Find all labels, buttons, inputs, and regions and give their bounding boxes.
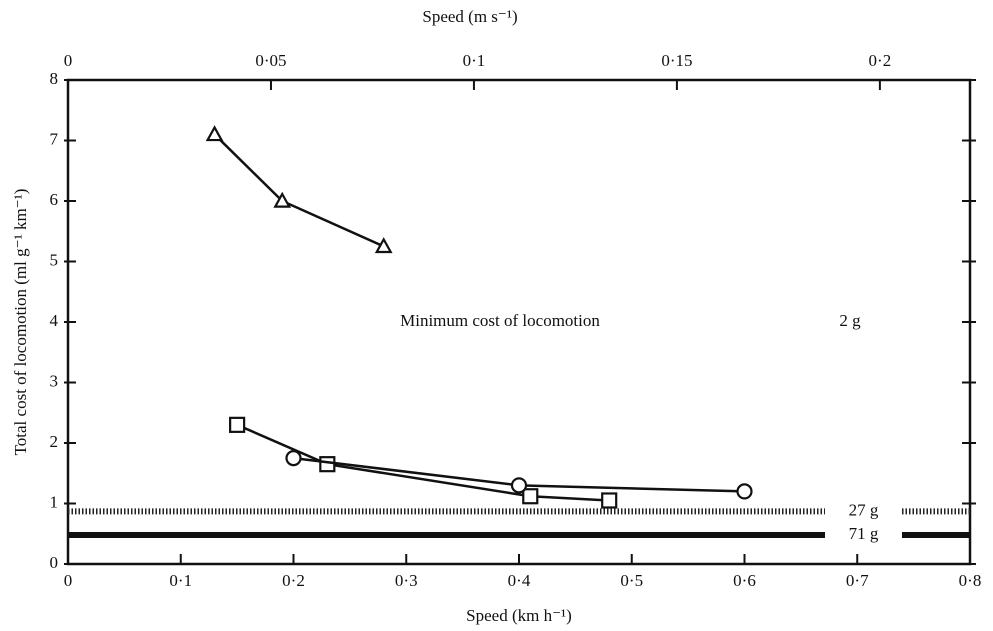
reference-label: 27 g (849, 500, 879, 519)
annotation: Minimum cost of locomotion (400, 311, 600, 330)
y-tick-label: 2 (50, 432, 59, 451)
x-tick-label: 0·4 (508, 571, 531, 590)
x-tick-label: 0·1 (169, 571, 192, 590)
square-marker (522, 488, 539, 505)
circle-marker (510, 477, 528, 494)
top-tick-label: 0 (64, 51, 73, 70)
y-tick-label: 4 (50, 311, 59, 330)
y-tick-label: 1 (50, 492, 59, 511)
y-tick-label: 8 (50, 69, 59, 88)
y-tick-label: 3 (50, 371, 59, 390)
y-tick-label: 5 (50, 250, 59, 269)
square-marker (229, 416, 246, 433)
top-tick-label: 0·1 (463, 51, 486, 70)
y-tick-label: 7 (50, 129, 59, 148)
triangle-marker (205, 125, 224, 142)
square-marker (319, 456, 336, 473)
x-tick-label: 0 (64, 571, 73, 590)
y-tick-label: 0 (50, 553, 59, 572)
top-tick-label: 0·15 (661, 51, 692, 70)
x-tick-label: 0·2 (282, 571, 305, 590)
square-marker (601, 492, 618, 509)
y-axis-title: Total cost of locomotion (ml g⁻¹ km⁻¹) (11, 189, 30, 456)
circle-marker (736, 483, 753, 500)
y-tick-label: 6 (50, 190, 59, 209)
x-axis-title: Speed (km h⁻¹) (466, 606, 572, 625)
x-tick-label: 0·6 (733, 571, 756, 590)
reference-label: 71 g (849, 524, 879, 543)
triangle-marker (273, 191, 292, 208)
x-tick-label: 0·7 (846, 571, 869, 590)
top-tick-label: 0·05 (255, 51, 286, 70)
circle-marker (285, 450, 302, 467)
x-tick-label: 0·3 (395, 571, 418, 590)
triangle-marker (374, 237, 393, 254)
x-tick-label: 0·5 (620, 571, 643, 590)
series-line (236, 423, 610, 502)
x-tick-label: 0·8 (959, 571, 982, 590)
series-line (213, 133, 385, 248)
top-tick-label: 0·2 (869, 51, 892, 70)
top-axis-title: Speed (m s⁻¹) (422, 7, 517, 26)
annotation: 2 g (839, 311, 861, 330)
